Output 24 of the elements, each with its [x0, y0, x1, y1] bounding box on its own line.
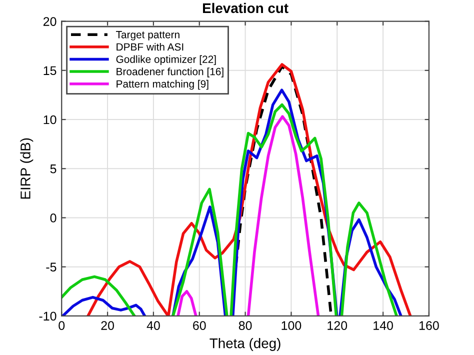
y-tick-label: -10 — [39, 312, 56, 321]
x-tick-label: 100 — [282, 321, 302, 330]
y-tick-label: 20 — [43, 17, 56, 26]
legend-label: Broadener function [16] — [116, 68, 224, 78]
y-tick-label: -5 — [46, 262, 56, 272]
x-tick-label: 0 — [58, 321, 65, 330]
y-axis-title: EIRP (dB) — [20, 138, 34, 199]
legend-label: Godlike optimizer [22] — [116, 55, 216, 66]
chart-title: Elevation cut — [203, 2, 288, 14]
y-tick-label: 5 — [50, 164, 56, 174]
legend-label: DPBF with ASI — [116, 42, 184, 51]
x-tick-label: 80 — [238, 321, 252, 330]
legend-label: Pattern matching [9] — [116, 80, 208, 90]
x-tick-label: 120 — [328, 321, 348, 330]
x-tick-label: 140 — [374, 321, 393, 330]
x-tick-label: 20 — [101, 321, 114, 330]
x-tick-label: 160 — [419, 321, 439, 330]
x-axis-title: Theta (deg) — [210, 338, 280, 351]
x-tick-label: 60 — [193, 321, 206, 330]
y-tick-label: 10 — [44, 115, 56, 124]
y-tick-label: 0 — [50, 214, 56, 222]
y-tick-label: 15 — [44, 66, 56, 76]
legend-label: Target pattern — [116, 31, 180, 40]
x-tick-label: 40 — [146, 321, 160, 330]
